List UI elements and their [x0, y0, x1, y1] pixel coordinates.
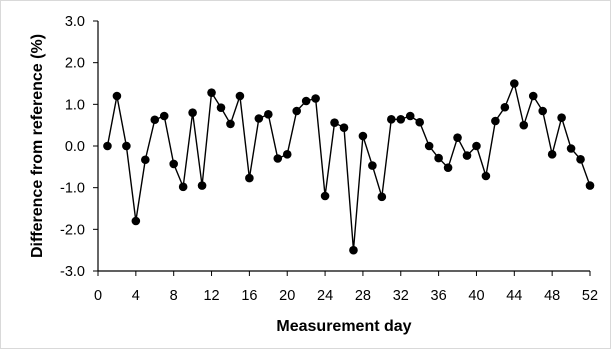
data-point [585, 181, 595, 190]
x-tick-label: 32 [393, 288, 409, 304]
data-point [339, 123, 349, 132]
x-tick-label: 4 [132, 288, 140, 304]
x-tick-label: 28 [355, 288, 371, 304]
data-point [443, 163, 453, 172]
data-point [387, 115, 396, 124]
data-point [510, 79, 519, 88]
data-point [491, 116, 500, 126]
data-point [472, 141, 481, 151]
data-point [245, 173, 254, 183]
data-point [481, 171, 491, 181]
y-axis-title: Difference from reference (%) [29, 34, 46, 258]
data-point [282, 150, 292, 159]
data-point [405, 111, 415, 121]
data-point [159, 111, 169, 121]
data-point [528, 91, 538, 101]
data-point [320, 191, 330, 201]
data-point [557, 113, 566, 122]
x-axis-title: Measurement day [276, 318, 411, 335]
data-points [103, 79, 595, 255]
data-point [377, 192, 387, 202]
x-tick-label: 24 [317, 288, 333, 304]
data-point [188, 108, 197, 117]
data-point [112, 91, 122, 101]
x-tick-label: 40 [468, 288, 484, 304]
axes [97, 21, 590, 272]
y-tick-label: -1.0 [60, 181, 85, 197]
data-point [358, 131, 368, 141]
data-point [424, 141, 434, 151]
data-point [254, 114, 264, 123]
y-axis-ticks: 3.0 2.0 1.0 0.0 -1.0 -2.0 -3.0 [60, 14, 98, 280]
data-point [226, 119, 235, 129]
x-tick-label: 48 [544, 288, 560, 304]
data-point [349, 245, 358, 255]
data-point [566, 144, 576, 153]
data-point [519, 120, 529, 130]
data-point [103, 141, 112, 151]
x-axis-ticks: 0 4 8 12 16 20 24 28 32 36 40 44 48 52 [94, 271, 598, 304]
data-point [207, 88, 216, 97]
y-tick-label: 2.0 [65, 56, 85, 72]
data-point [264, 110, 273, 119]
x-tick-label: 52 [582, 288, 598, 304]
data-point [273, 154, 283, 163]
x-tick-label: 20 [279, 288, 295, 304]
data-point [235, 91, 245, 101]
data-point [415, 117, 424, 127]
data-point [131, 216, 141, 226]
data-point [547, 150, 557, 159]
x-tick-label: 16 [241, 288, 257, 304]
data-point [292, 106, 301, 116]
data-point [368, 161, 377, 170]
series-line [106, 81, 591, 251]
data-point [538, 106, 547, 116]
x-tick-label: 8 [170, 288, 178, 304]
data-point [311, 94, 320, 103]
data-point [150, 115, 160, 125]
data-point [500, 102, 510, 112]
data-point [330, 118, 339, 127]
y-tick-label: 0.0 [65, 139, 85, 155]
y-tick-label: -3.0 [60, 264, 85, 280]
data-point [576, 155, 585, 164]
data-point [216, 103, 226, 112]
data-point [197, 181, 207, 190]
x-tick-label: 44 [506, 288, 522, 304]
data-point [434, 153, 443, 163]
y-tick-label: 3.0 [65, 14, 85, 30]
data-point [453, 133, 462, 142]
y-tick-label: 1.0 [65, 97, 85, 113]
x-tick-label: 36 [431, 288, 447, 304]
y-tick-label: -2.0 [60, 222, 85, 238]
data-point [141, 155, 150, 165]
data-point [122, 141, 131, 151]
data-point [396, 115, 406, 124]
x-tick-label: 0 [94, 288, 102, 304]
data-point [169, 159, 178, 169]
data-point [301, 96, 311, 106]
data-point [178, 182, 188, 192]
x-tick-label: 12 [203, 288, 219, 304]
data-point [462, 151, 472, 160]
